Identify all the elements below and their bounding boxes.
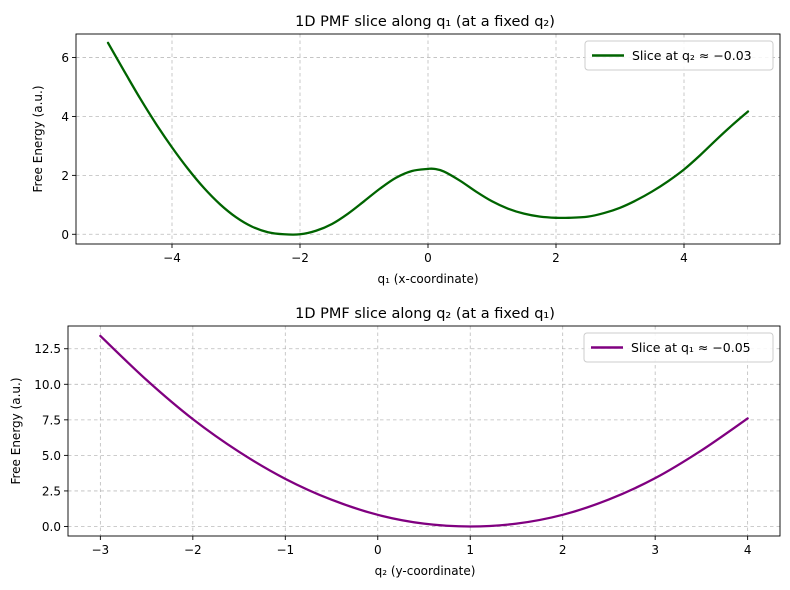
- y-tick-label: 5.0: [42, 449, 61, 463]
- x-axis-ticks: −4 −2 0 2 4: [163, 244, 688, 265]
- y-axis-ticks: 0.0 2.5 5.0 7.5 10.0 12.5: [34, 342, 68, 534]
- x-tick-label: 3: [651, 543, 659, 557]
- chart-title: 1D PMF slice along q₁ (at a fixed q₂): [295, 14, 555, 30]
- series-line: [99, 334, 749, 528]
- y-axis-label: Free Energy (a.u.): [9, 377, 23, 484]
- y-tick-label: 6: [61, 51, 69, 65]
- x-tick-label: 2: [552, 251, 560, 265]
- x-axis-label: q₂ (y-coordinate): [375, 564, 476, 578]
- y-axis-label: Free Energy (a.u.): [31, 85, 45, 192]
- series-line: [106, 41, 750, 236]
- x-axis-label: q₁ (x-coordinate): [377, 272, 478, 286]
- plot-area: [99, 334, 749, 528]
- chart-panel-q1: 1D PMF slice along q₁ (at a fixed q₂) −4…: [31, 14, 781, 286]
- legend-box: [583, 332, 774, 363]
- legend: Slice at q₁ ≈ −0.05: [583, 332, 774, 363]
- x-tick-label: 2: [559, 543, 567, 557]
- y-axis-ticks: 0 2 4 6: [61, 51, 76, 242]
- legend-entry: Slice at q₂ ≈ −0.03: [632, 48, 752, 63]
- y-tick-label: 0: [61, 228, 69, 242]
- chart-title: 1D PMF slice along q₂ (at a fixed q₁): [295, 306, 555, 322]
- y-tick-label: 2.5: [42, 484, 61, 498]
- y-tick-label: 4: [61, 110, 69, 124]
- chart-panel-q2: 1D PMF slice along q₂ (at a fixed q₁) −3…: [9, 306, 781, 578]
- x-tick-label: 1: [466, 543, 474, 557]
- y-tick-label: 2: [61, 169, 69, 183]
- y-tick-label: 7.5: [42, 413, 61, 427]
- x-tick-label: 4: [744, 543, 752, 557]
- y-tick-label: 10.0: [34, 378, 61, 392]
- x-tick-label: 4: [680, 251, 688, 265]
- legend: Slice at q₂ ≈ −0.03: [584, 40, 774, 71]
- axes-frame: [67, 325, 781, 537]
- x-axis-ticks: −3 −2 −1 0 1 2 3 4: [92, 536, 752, 557]
- x-tick-label: −2: [291, 251, 309, 265]
- x-tick-label: −4: [163, 251, 181, 265]
- plot-area: [106, 41, 750, 236]
- legend-entry: Slice at q₁ ≈ −0.05: [631, 340, 751, 355]
- x-tick-label: 0: [374, 543, 382, 557]
- x-tick-label: 0: [424, 251, 432, 265]
- x-tick-label: −1: [276, 543, 294, 557]
- y-tick-label: 0.0: [42, 520, 61, 534]
- x-tick-label: −2: [184, 543, 202, 557]
- x-tick-label: −3: [92, 543, 110, 557]
- y-tick-label: 12.5: [34, 342, 61, 356]
- legend-box: [584, 40, 774, 71]
